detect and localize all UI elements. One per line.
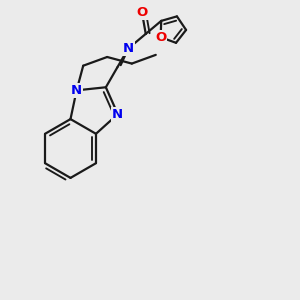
Text: O: O (136, 6, 148, 19)
Text: O: O (155, 31, 166, 44)
Text: N: N (112, 108, 123, 121)
Text: N: N (123, 42, 134, 55)
Text: N: N (71, 84, 82, 97)
